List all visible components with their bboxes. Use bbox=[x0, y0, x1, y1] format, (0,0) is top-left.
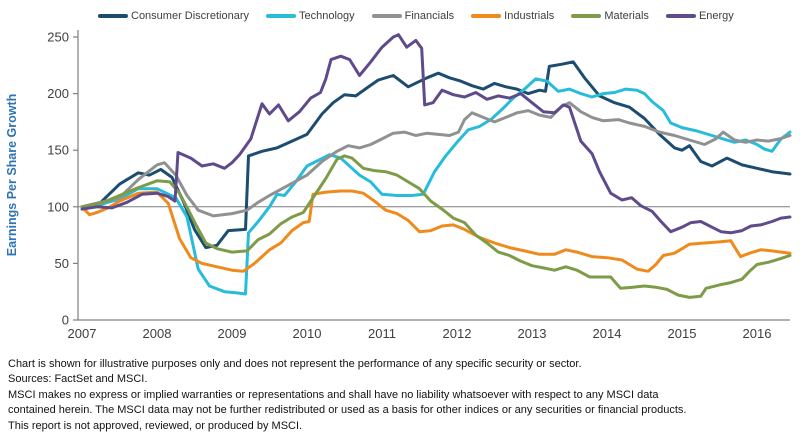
x-tick-label: 2007 bbox=[68, 326, 97, 341]
x-tick-label: 2014 bbox=[593, 326, 622, 341]
x-tick-label: 2013 bbox=[518, 326, 547, 341]
legend-item-technology: Technology bbox=[265, 10, 355, 22]
x-tick-label: 2016 bbox=[743, 326, 772, 341]
x-tick-label: 2010 bbox=[293, 326, 322, 341]
legend-label: Energy bbox=[698, 10, 734, 22]
x-tick-label: 2012 bbox=[443, 326, 472, 341]
disclaimer-line: Sources: FactSet and MSCI. bbox=[8, 373, 148, 386]
x-tick-label: 2009 bbox=[218, 326, 247, 341]
chart-canvas: Earnings Per Share Growth 0 50 100 150 200 25… bbox=[5, 30, 792, 341]
legend-label: Materials bbox=[604, 10, 649, 22]
legend: Consumer Discretionary Technology Financia… bbox=[98, 8, 734, 24]
x-tick-label: 2015 bbox=[668, 326, 697, 341]
y-axis-label: Earnings Per Share Growth bbox=[5, 94, 19, 257]
x-tick-label: 2011 bbox=[368, 326, 396, 341]
eps-growth-chart: Earnings Per Share Growth 0 50 100 150 200 25… bbox=[5, 8, 792, 341]
legend-item-materials: Materials bbox=[571, 10, 649, 22]
disclaimer-line: MSCI makes no express or implied warrant… bbox=[8, 388, 659, 401]
legend-label: Industrials bbox=[504, 10, 555, 22]
y-tick-label: 50 bbox=[55, 256, 69, 271]
series-line-technology bbox=[80, 77, 792, 296]
legend-item-consumer-discretionary: Consumer Discretionary bbox=[98, 10, 249, 22]
disclaimer-line: This report is not approved, reviewed, o… bbox=[8, 419, 303, 432]
disclaimer-line: contained herein. The MSCI data may not … bbox=[8, 404, 687, 417]
series-line-financials bbox=[80, 101, 792, 218]
y-tick-label: 250 bbox=[47, 30, 69, 45]
legend-label: Financials bbox=[404, 10, 455, 22]
legend-swatch-icon bbox=[665, 14, 696, 18]
series-line-materials bbox=[80, 154, 792, 299]
disclaimer-line: Chart is shown for illustrative purposes… bbox=[8, 358, 582, 370]
legend-swatch-icon bbox=[471, 14, 502, 18]
legend-swatch-icon bbox=[571, 14, 602, 18]
legend-item-energy: Energy bbox=[665, 10, 734, 22]
disclaimer-text: Chart is shown for illustrative purposes… bbox=[8, 357, 794, 434]
legend-item-financials: Financials bbox=[371, 10, 455, 22]
legend-item-industrials: Industrials bbox=[471, 10, 554, 22]
y-tick-label: 200 bbox=[47, 86, 69, 101]
series-line-industrials bbox=[80, 189, 792, 273]
legend-label: Technology bbox=[298, 10, 355, 22]
legend-swatch-icon bbox=[371, 14, 402, 18]
series-line-energy bbox=[80, 33, 792, 235]
y-tick-label: 100 bbox=[47, 199, 69, 214]
y-tick-label: 0 bbox=[62, 313, 69, 328]
x-tick-label: 2008 bbox=[143, 326, 172, 341]
legend-swatch-icon bbox=[98, 14, 128, 18]
legend-swatch-icon bbox=[265, 14, 296, 18]
series-line-consumer-discretionary bbox=[80, 60, 792, 250]
y-tick-label: 150 bbox=[47, 143, 69, 158]
legend-label: Consumer Discretionary bbox=[131, 10, 249, 22]
